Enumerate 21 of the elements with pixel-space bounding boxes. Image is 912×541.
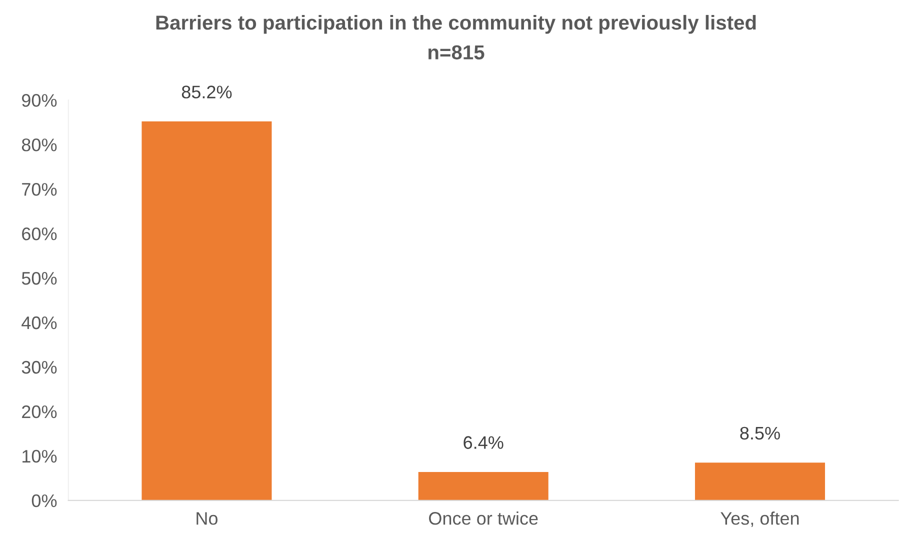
- data-label: 85.2%: [182, 86, 232, 98]
- x-tick-label: Yes, often: [720, 512, 799, 527]
- bar: [142, 121, 272, 500]
- y-tick-label: 30%: [22, 360, 57, 374]
- y-tick-label: 60%: [22, 227, 57, 240]
- x-tick-label: Once or twice: [429, 512, 538, 525]
- bar: [418, 472, 548, 500]
- y-tick-label: 70%: [22, 182, 57, 196]
- data-label: 8.5%: [740, 426, 780, 440]
- data-label: 6.4%: [464, 436, 504, 449]
- bar: [694, 462, 826, 500]
- chart-title: Barriers to participation in the community not previously listed: [156, 14, 756, 34]
- x-tick-label: No: [196, 512, 218, 525]
- y-tick-label: 0%: [32, 494, 57, 508]
- y-tick-label: 20%: [22, 405, 57, 418]
- y-tick-label: 80%: [22, 138, 57, 152]
- y-tick-label: 40%: [22, 316, 57, 330]
- y-tick-label: 50%: [22, 272, 57, 285]
- chart-subtitle: n=815: [428, 45, 484, 60]
- y-tick-label: 90%: [22, 94, 57, 107]
- y-tick-label: 10%: [22, 450, 57, 463]
